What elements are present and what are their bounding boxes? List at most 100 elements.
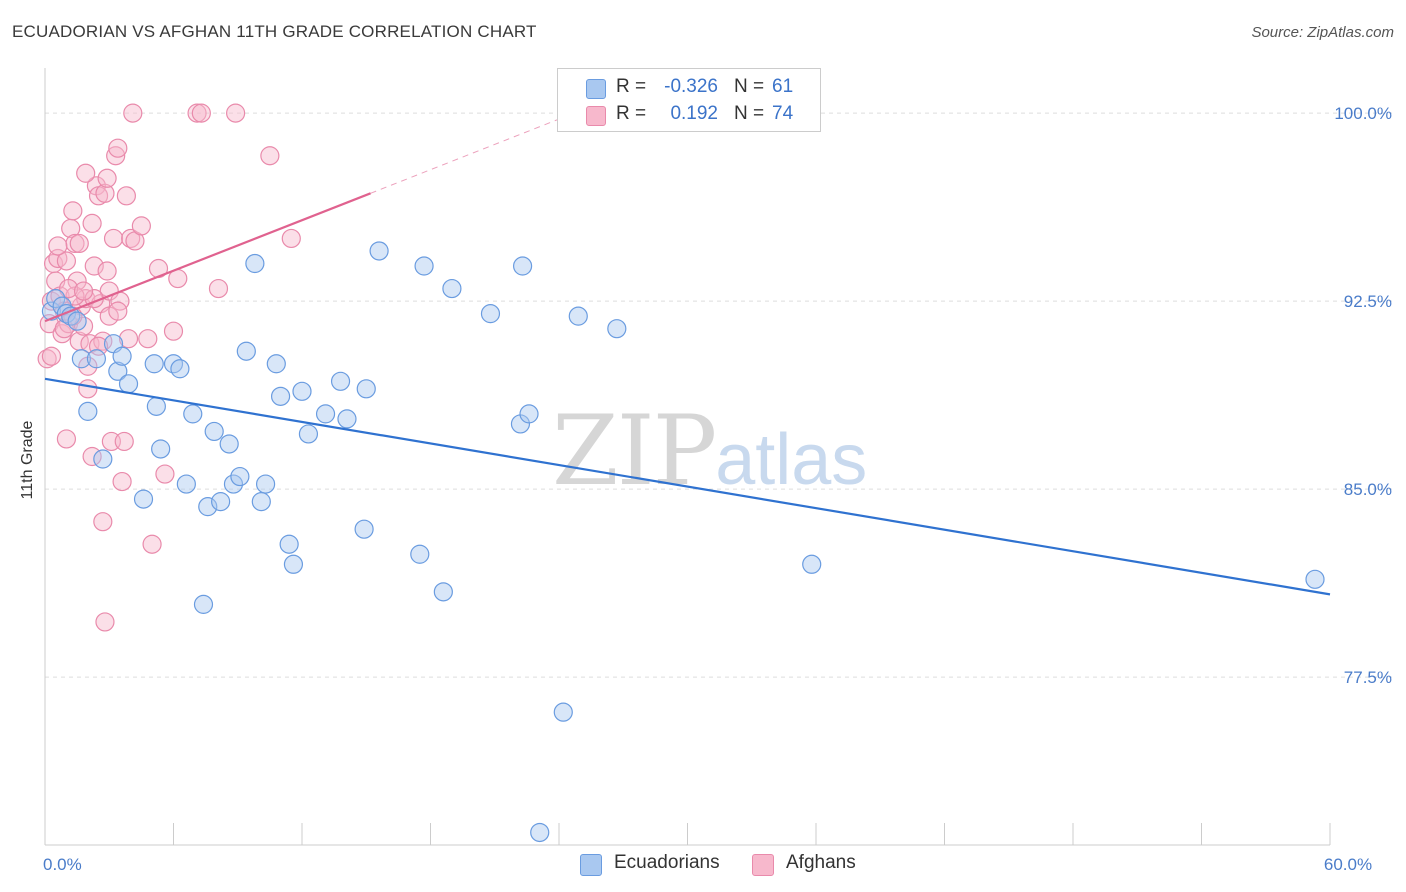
ecuadorians-point: [223, 474, 244, 494]
afghans-point: [191, 103, 211, 123]
afghans-point: [138, 329, 158, 349]
ecuadorians-point: [512, 256, 533, 276]
y-tick-label: 85.0%: [1344, 480, 1392, 499]
afghans-point: [106, 146, 126, 166]
legend-label-ecuadorians: Ecuadorians: [614, 852, 720, 873]
series-legend: Ecuadorians Afghans: [0, 852, 1406, 878]
ecuadorians-point: [176, 474, 196, 494]
data-points: [37, 103, 1325, 843]
ecuadorians-point: [151, 439, 171, 459]
legend-row-ecuadorians: R = -0.326 N = 61: [558, 73, 820, 101]
ecuadorians-point: [337, 409, 357, 429]
legend-r-value: 0.192: [670, 103, 718, 124]
stats-legend: R = -0.326 N = 61 R = 0.192 N = 74: [557, 68, 821, 132]
ecuadorians-point: [133, 489, 154, 509]
legend-n-value: 74: [772, 103, 794, 124]
afghans-point: [39, 314, 59, 334]
ecuadorians-point: [219, 434, 239, 454]
ecuadorians-point: [356, 379, 376, 399]
afghans-point: [281, 228, 301, 249]
ecuadorians-point: [211, 492, 231, 512]
afghans-point: [41, 346, 62, 366]
ecuadorians-point: [568, 306, 588, 326]
x-tick-label: 0.0%: [43, 855, 82, 874]
legend-r-label: R =: [616, 103, 647, 124]
ecuadorians-point: [255, 474, 276, 494]
ecuadorians-point: [118, 374, 139, 394]
ecuadorians-point: [530, 822, 550, 843]
afghans-point: [95, 612, 115, 632]
x-tick-label: 60.0%: [1324, 855, 1372, 874]
ecuadorians-point: [354, 519, 374, 539]
source-credit: Source: ZipAtlas.com: [1251, 24, 1394, 41]
afghans-point: [97, 261, 117, 281]
tick-labels: 100.0% 92.5% 85.0% 77.5% 0.0% 60.0%: [43, 104, 1392, 874]
ecuadorians-point: [108, 361, 128, 381]
ecuadorians-trend-line: [44, 377, 1331, 596]
axes: [44, 68, 1331, 846]
ecuadorians-point: [1305, 569, 1325, 589]
afghans-point: [99, 281, 119, 301]
legend-row-afghans: R = 0.192 N = 74: [558, 100, 820, 128]
afghans-point: [82, 213, 102, 233]
afghans-point: [73, 281, 94, 301]
afghans-point: [56, 429, 77, 449]
ecuadorians-point: [251, 492, 271, 512]
afghans-point: [108, 301, 128, 321]
ecuadorians-point: [163, 354, 184, 374]
afghans-point: [97, 168, 117, 188]
y-tick-label: 77.5%: [1344, 668, 1392, 687]
afghans-point: [112, 471, 132, 492]
legend-swatch-afghans: [752, 854, 774, 876]
ecuadorians-point: [519, 404, 539, 424]
afghans-point: [226, 103, 246, 123]
ecuadorians-point: [553, 702, 573, 722]
legend-n-label: N =: [734, 76, 765, 97]
legend-n-label: N =: [734, 103, 765, 124]
afghans-point: [95, 183, 115, 203]
ecuadorians-point: [283, 554, 304, 574]
chart-title: ECUADORIAN VS AFGHAN 11TH GRADE CORRELAT…: [12, 22, 537, 41]
ecuadorians-point: [71, 349, 92, 369]
afghans-trend-line: [44, 192, 371, 323]
afghans-point: [88, 336, 109, 356]
afghans-point: [84, 256, 104, 276]
gridlines: [45, 112, 1392, 678]
ecuadorians-point: [266, 354, 286, 374]
afghans-point: [163, 321, 184, 341]
ecuadorians-point: [292, 381, 312, 401]
ecuadorians-point: [41, 301, 62, 321]
ecuadorians-point: [414, 256, 434, 276]
legend-r-value: -0.326: [664, 76, 718, 97]
y-tick-label: 92.5%: [1344, 292, 1392, 311]
ecuadorians-point: [170, 359, 190, 379]
afghans-point: [73, 316, 94, 336]
afghans-point: [208, 278, 229, 299]
ecuadorians-point: [198, 497, 218, 517]
afghans-point: [187, 103, 207, 123]
ecuadorians-point: [410, 544, 430, 564]
afghans-point: [108, 138, 128, 158]
afghans-point: [63, 201, 83, 221]
ecuadorians-point: [442, 278, 462, 299]
ecuadorians-point: [146, 396, 166, 416]
ecuadorians-point: [802, 554, 822, 574]
afghans-point: [76, 163, 96, 183]
ecuadorians-point: [298, 424, 319, 444]
legend-label-afghans: Afghans: [786, 852, 856, 873]
ecuadorians-point: [480, 304, 501, 324]
legend-swatch-ecuadorians: [580, 854, 602, 876]
ecuadorians-point: [193, 594, 214, 614]
ecuadorians-point: [230, 466, 250, 487]
afghans-point: [260, 146, 280, 166]
ecuadorians-point: [607, 319, 627, 339]
afghans-point: [155, 464, 175, 484]
afghans-point: [69, 233, 89, 254]
afghans-point: [78, 379, 98, 399]
afghans-point: [123, 103, 143, 123]
afghans-point: [103, 228, 124, 249]
afghans-point: [48, 236, 68, 256]
afghans-point: [142, 534, 162, 554]
legend-r-label: R =: [616, 76, 647, 97]
